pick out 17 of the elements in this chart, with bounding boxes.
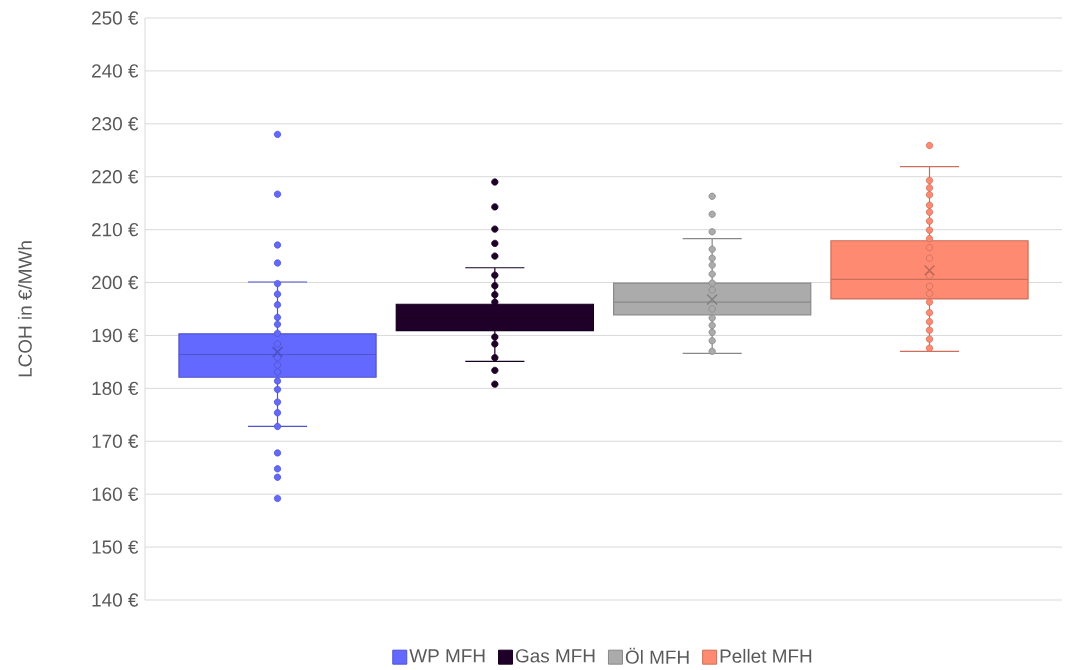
legend-label: WP MFH: [409, 649, 485, 663]
y-tick-label: 200 €: [92, 275, 139, 289]
y-tick-label: 170 €: [92, 434, 139, 448]
y-tick-label: 180 €: [92, 381, 139, 395]
legend-label: Öl MFH: [625, 647, 689, 664]
y-tick-label: 240 €: [92, 63, 139, 78]
y-tick-label: 190 €: [92, 328, 139, 342]
y-tick-label: 160 €: [92, 487, 139, 501]
y-tick-label: 220 €: [92, 169, 139, 184]
legend-label: Pellet MFH: [720, 648, 812, 663]
y-tick-label: 140 €: [92, 593, 139, 607]
y-tick-label: 210 €: [92, 222, 139, 237]
y-tick-label: 230 €: [92, 116, 139, 131]
y-tick-label: 250 €: [92, 11, 139, 25]
y-axis-title: LCOH in €/MWh: [17, 241, 32, 377]
legend-label: Gas MFH: [515, 648, 595, 663]
y-tick-label: 150 €: [92, 540, 139, 554]
